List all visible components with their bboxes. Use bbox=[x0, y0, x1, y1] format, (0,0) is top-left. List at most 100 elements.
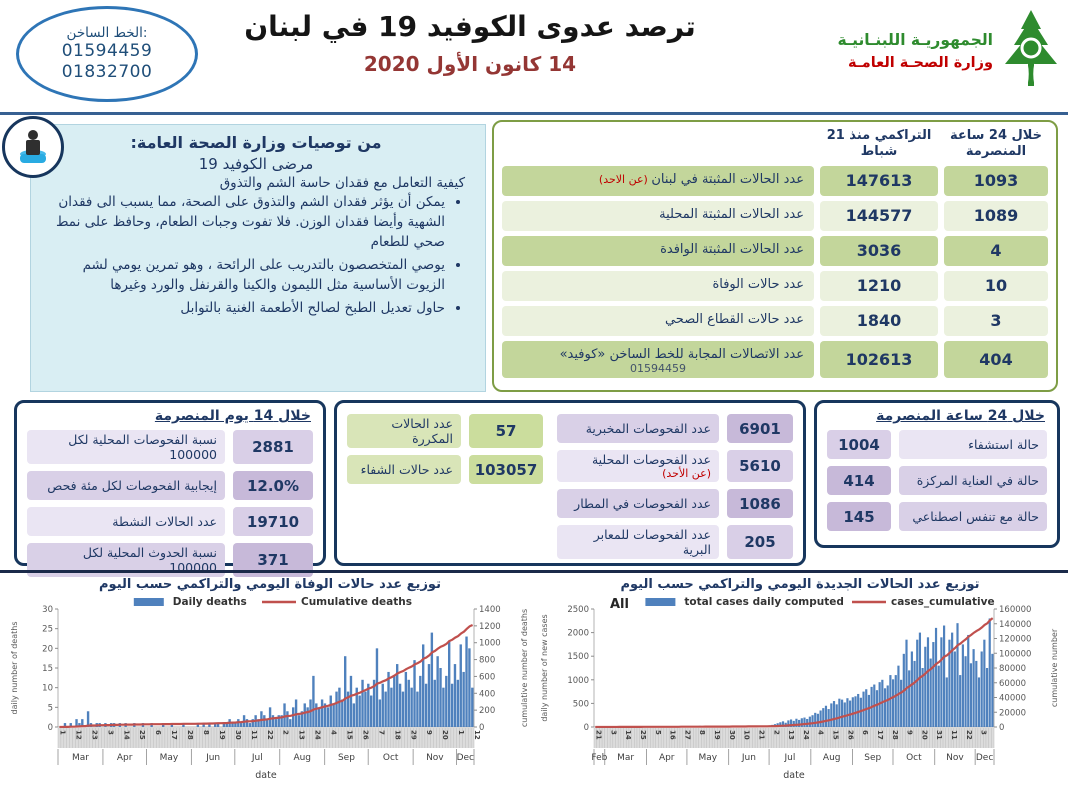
svg-text:Oct: Oct bbox=[383, 753, 399, 763]
svg-text:6: 6 bbox=[154, 730, 162, 735]
recommendations-heading: من توصيات وزارة الصحة العامة: bbox=[130, 133, 382, 152]
ministry-name-line1: الجمهوريـة اللبنـانيـة bbox=[837, 30, 993, 49]
svg-text:3: 3 bbox=[980, 730, 988, 735]
svg-text:cases_cumulative: cases_cumulative bbox=[891, 596, 995, 608]
daily-value: 1093 bbox=[944, 165, 1048, 196]
recommendations-list: يمكن أن يؤثر فقدان الشم والتذوق على الصح… bbox=[43, 193, 469, 319]
svg-text:11: 11 bbox=[250, 730, 258, 740]
cumulative-value: 1840 bbox=[820, 305, 938, 336]
svg-text:8: 8 bbox=[202, 730, 210, 735]
cumulative-value: 144577 bbox=[820, 200, 938, 231]
svg-text:All: All bbox=[610, 597, 629, 612]
svg-text:Oct: Oct bbox=[906, 753, 922, 763]
svg-text:3: 3 bbox=[609, 730, 617, 735]
svg-text:15: 15 bbox=[42, 664, 53, 674]
svg-text:0: 0 bbox=[999, 723, 1004, 733]
hotline-phone-1: 01594459 bbox=[61, 40, 153, 61]
row-label: عدد حالات الوفاة bbox=[502, 270, 814, 301]
svg-text:17: 17 bbox=[876, 730, 884, 740]
row-label: عدد الحالات النشطة bbox=[27, 507, 225, 536]
svg-text:9: 9 bbox=[906, 730, 914, 735]
svg-text:30: 30 bbox=[728, 730, 736, 740]
svg-text:Aug: Aug bbox=[823, 753, 841, 763]
svg-text:28: 28 bbox=[186, 730, 194, 740]
svg-text:80000: 80000 bbox=[999, 664, 1026, 674]
svg-text:daily number of new cases: daily number of new cases bbox=[540, 614, 549, 721]
svg-text:12: 12 bbox=[74, 730, 82, 740]
row-label: إيجابية الفحوصات لكل مئة فحص bbox=[27, 471, 225, 500]
svg-text:23: 23 bbox=[90, 730, 98, 740]
daily-value: 1089 bbox=[944, 200, 1048, 231]
panel-title: خلال 14 يوم المنصرمة bbox=[154, 408, 311, 424]
recommendations-panel: من توصيات وزارة الصحة العامة: مرضى الكوف… bbox=[30, 124, 486, 392]
svg-text:1200: 1200 bbox=[479, 622, 501, 632]
svg-text:May: May bbox=[699, 753, 718, 763]
svg-text:3: 3 bbox=[106, 730, 114, 735]
row-value: 145 bbox=[827, 502, 891, 531]
column-header-cumulative: التراكمي منذ 21 شباط bbox=[826, 128, 932, 160]
svg-text:Jul: Jul bbox=[251, 753, 263, 763]
svg-text:26: 26 bbox=[361, 730, 369, 740]
svg-text:Nov: Nov bbox=[426, 753, 444, 763]
daily-value: 10 bbox=[944, 270, 1048, 301]
svg-text:19: 19 bbox=[218, 730, 226, 740]
svg-text:0: 0 bbox=[48, 723, 53, 733]
row-label: عدد حالات الشفاء bbox=[347, 455, 461, 484]
row-label: عدد الحالات المثبتة الوافدة bbox=[502, 235, 814, 266]
header-divider bbox=[0, 112, 1068, 115]
svg-text:29: 29 bbox=[409, 730, 417, 740]
svg-text:0: 0 bbox=[584, 723, 589, 733]
list-item: حاول تعديل الطبخ لصالح الأطعمة الغنية با… bbox=[43, 299, 445, 319]
svg-text:26: 26 bbox=[846, 730, 854, 740]
row-label: حالة في العناية المركزة bbox=[899, 466, 1047, 495]
ministry-logo-block: الجمهوريـة اللبنـانيـة وزارة الصحـة العا… bbox=[837, 8, 1062, 94]
last-24-hours-panel: خلال 24 ساعة المنصرمة 1004 حالة استشفاء 41… bbox=[814, 400, 1060, 548]
svg-text:21: 21 bbox=[757, 730, 765, 740]
svg-text:15: 15 bbox=[832, 730, 840, 740]
svg-text:2000: 2000 bbox=[567, 629, 589, 639]
cumulative-value: 147613 bbox=[820, 165, 938, 196]
svg-text:Jun: Jun bbox=[205, 753, 220, 763]
svg-text:Jul: Jul bbox=[784, 753, 796, 763]
daily-value: 4 bbox=[944, 235, 1048, 266]
daily-value: 3 bbox=[944, 305, 1048, 336]
svg-text:28: 28 bbox=[891, 730, 899, 740]
svg-text:500: 500 bbox=[573, 699, 589, 709]
row-label: عدد الفحوصات للمعابر البرية bbox=[557, 525, 719, 560]
row-value: 57 bbox=[469, 414, 543, 448]
row-label: عدد الحالات المثبتة في لبنان (عن الاحد) bbox=[502, 165, 814, 196]
cumulative-value: 102613 bbox=[820, 340, 938, 378]
row-note: (عن الاحد) bbox=[598, 172, 652, 186]
stats-table-rows: عدد الحالات المثبتة في لبنان (عن الاحد) 1… bbox=[502, 165, 1048, 378]
svg-text:13: 13 bbox=[787, 730, 795, 740]
svg-text:1: 1 bbox=[59, 730, 67, 735]
svg-text:Dec: Dec bbox=[976, 753, 993, 763]
recommendations-intro: كيفية التعامل مع فقدان حاسة الشم والتذوق bbox=[219, 175, 465, 191]
row-value: 414 bbox=[827, 466, 891, 495]
svg-text:8: 8 bbox=[698, 730, 706, 735]
svg-text:1500: 1500 bbox=[567, 652, 589, 662]
svg-text:16: 16 bbox=[669, 730, 677, 740]
svg-text:Aug: Aug bbox=[293, 753, 311, 763]
svg-text:1400: 1400 bbox=[479, 605, 501, 615]
row-value: 12.0% bbox=[233, 471, 313, 500]
svg-text:25: 25 bbox=[42, 625, 53, 635]
svg-text:20: 20 bbox=[920, 730, 928, 740]
ministry-name-line2: وزارة الصحـة العامـة bbox=[847, 54, 993, 71]
row-note: (عن الأحد) bbox=[662, 467, 711, 480]
row-label: عدد الفحوصات المخبرية bbox=[557, 414, 719, 443]
svg-text:2: 2 bbox=[282, 730, 290, 735]
stat-row: 145 حالة مع تنفس اصطناعي bbox=[827, 502, 1047, 531]
svg-text:140000: 140000 bbox=[999, 620, 1031, 630]
stats-table-header: التراكمي منذ 21 شباط خلال 24 ساعة المنصر… bbox=[502, 128, 1048, 161]
svg-text:May: May bbox=[160, 753, 179, 763]
row-value: 1004 bbox=[827, 430, 891, 459]
table-row: عدد حالات الوفاة 1210 10 bbox=[502, 270, 1048, 301]
svg-text:9: 9 bbox=[425, 730, 433, 735]
svg-text:20000: 20000 bbox=[999, 708, 1026, 718]
cumulative-value: 3036 bbox=[820, 235, 938, 266]
svg-text:27: 27 bbox=[683, 730, 691, 740]
svg-text:14: 14 bbox=[624, 730, 632, 740]
report-date: 14 كانون الأول 2020 bbox=[363, 52, 577, 76]
